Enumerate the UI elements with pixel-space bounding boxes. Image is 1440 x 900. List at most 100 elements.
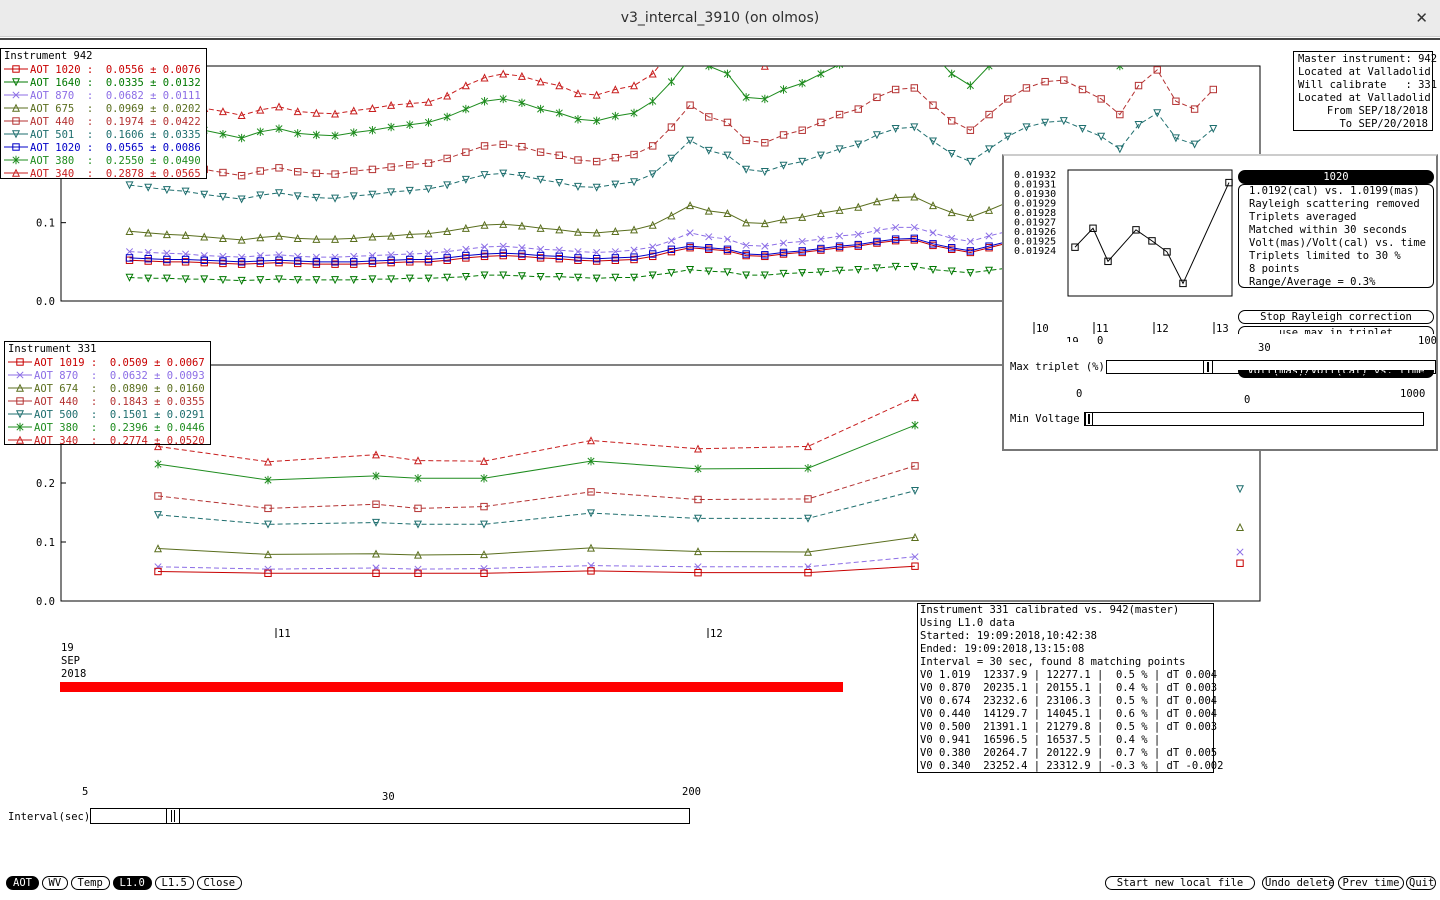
legend-instrument-942: Instrument 942 AOT 1020 : 0.0556 ± 0.007… [0,48,207,180]
mode-button-aot[interactable]: AOT [6,876,39,890]
data-point [818,40,824,46]
data-point [349,106,358,115]
data-point [910,532,920,541]
data-point [648,69,657,78]
close-icon[interactable]: ✕ [1415,9,1428,27]
data-point [910,486,920,495]
data-point [630,150,638,159]
data-point [518,98,526,108]
legend-marker [16,397,24,405]
data-point [443,154,451,163]
mode-button-l1-5[interactable]: L1.5 [154,876,194,890]
data-point [387,163,395,171]
data-point [910,192,919,201]
popup-info-line: Matched within 30 seconds [1249,224,1408,236]
max-triplet-knob[interactable] [1203,360,1213,374]
date-label: SEP [61,655,80,667]
data-point [518,244,526,252]
data-point [947,117,956,125]
data-point [256,233,265,242]
data-point [1191,54,1197,62]
data-point [723,151,732,160]
legend-label: AOT 340 : [34,435,98,447]
data-point [592,157,601,166]
data-point [480,220,489,229]
data-point [405,186,414,195]
data-point [1209,124,1218,133]
min-voltage-slider[interactable] [1084,412,1424,426]
series-group [153,393,920,577]
legend-marker-icon [4,143,28,151]
legend-rows: AOT 1019 : 0.0509 ± 0.0067 AOT 870 : 0.06… [8,356,207,447]
data-point [779,269,788,278]
max-triplet-slider[interactable] [1106,360,1436,374]
action-button-prev-time[interactable]: Prev time [1338,876,1404,890]
ratio-line [1074,182,1230,285]
right-edge-marker [1236,559,1244,567]
data-point [574,115,582,124]
data-point [929,240,937,248]
data-point [798,269,807,278]
stop-rayleigh-button[interactable]: Stop Rayleigh correction [1238,310,1434,324]
data-point [1190,105,1199,113]
legend-item: AOT 501 : 0.1606 ± 0.0335 [4,128,203,141]
data-point [154,563,162,571]
ratio-point [1071,243,1079,251]
series-line [157,465,916,509]
data-point [414,474,422,483]
min-voltage-knob[interactable] [1085,412,1093,426]
interval-slider[interactable] [90,808,690,824]
data-point [873,93,881,102]
data-point [985,242,993,250]
data-point [256,276,265,285]
popup-info-lines: 1.0192(cal) vs. 1.0199(mas) Rayleigh scat… [1249,185,1426,289]
popup-info-line: Triplets limited to 30 % [1249,250,1401,262]
interval-label: Interval(sec) [8,811,91,823]
data-point [144,228,153,237]
action-button-start-new-local-file[interactable]: Start new local file [1105,876,1255,890]
data-point [536,77,545,86]
data-point [480,171,489,180]
data-point [237,258,246,266]
mode-button-l1-0[interactable]: L1.0 [112,876,152,890]
data-point [1115,145,1124,154]
data-point [693,514,703,523]
data-point [928,137,938,146]
date-range-bar[interactable] [60,682,843,692]
data-point [966,269,975,278]
data-point [387,122,395,132]
mode-button-wv[interactable]: WV [41,876,69,890]
data-point [704,146,713,155]
mini-y-tick-label: 0.01927 [1014,218,1056,229]
channel-1020-button[interactable]: 1020 [1238,170,1434,184]
mode-button-temp[interactable]: Temp [70,876,110,890]
data-point [153,442,163,451]
interval-max: 200 [682,786,701,798]
calibration-line: Using L1.0 data [920,617,1015,629]
interval-knob[interactable] [166,808,181,824]
data-point [263,457,273,466]
action-button-undo-delete[interactable]: Undo delete [1262,876,1335,890]
data-point [779,161,788,170]
data-point [462,104,470,114]
data-point [1060,76,1068,84]
data-point [181,187,190,196]
data-point [293,257,302,265]
data-point [928,265,938,274]
legend-marker [12,91,20,99]
data-point [705,66,713,71]
data-point [592,228,601,237]
data-point [350,258,358,266]
data-point [256,191,265,200]
data-point [630,81,639,90]
legend-item: AOT 1020 : 0.0556 ± 0.0076 [4,63,203,76]
action-button-quit[interactable]: Quit [1406,876,1436,890]
series-line [157,396,916,463]
data-point [461,81,470,90]
use-max-triplet-button[interactable]: use max in triplet [1238,326,1434,334]
legend-marker-icon [4,130,28,139]
mode-button-close[interactable]: Close [196,876,243,890]
legend-item: AOT 440 : 0.1974 ± 0.0422 [4,115,203,128]
legend-value: 0.0969 ± 0.0202 [93,103,201,115]
mini-y-tick-label: 0.01924 [1014,246,1056,257]
